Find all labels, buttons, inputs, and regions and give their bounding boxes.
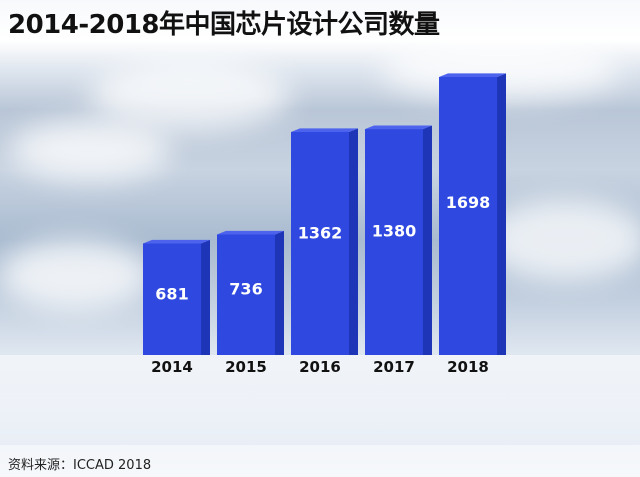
data-label: 736: [229, 280, 262, 299]
bar-side: [201, 239, 210, 355]
bar-top: [143, 239, 210, 244]
x-tick-label: 2014: [151, 358, 193, 376]
bar-side: [423, 125, 432, 355]
bar: [291, 132, 349, 355]
bar-top: [217, 230, 284, 235]
x-tick-label: 2018: [447, 358, 489, 376]
cloud-decoration: [90, 60, 290, 130]
data-label: 1362: [298, 223, 343, 242]
bar-top: [365, 125, 432, 130]
x-tick-label: 2016: [299, 358, 341, 376]
bar: [143, 243, 201, 355]
bar-side: [497, 73, 506, 356]
cloud-decoration: [480, 200, 640, 280]
cloud-decoration: [0, 240, 150, 310]
bar: [439, 77, 497, 355]
data-label: 1698: [446, 193, 491, 212]
data-label: 1380: [372, 222, 417, 241]
bar: [365, 129, 423, 355]
bar-side: [349, 128, 358, 355]
bar: [217, 234, 275, 355]
bar-top: [439, 73, 506, 77]
chart-title: 2014-2018年中国芯片设计公司数量: [8, 10, 440, 40]
bar-side: [275, 230, 284, 355]
cloud-decoration: [10, 120, 170, 180]
x-tick-label: 2015: [225, 358, 267, 376]
data-label: 681: [155, 285, 188, 304]
source-note: 资料来源：ICCAD 2018: [8, 458, 152, 473]
x-tick-label: 2017: [373, 358, 415, 376]
reflective-floor: [0, 355, 640, 445]
bar-top: [291, 128, 358, 133]
